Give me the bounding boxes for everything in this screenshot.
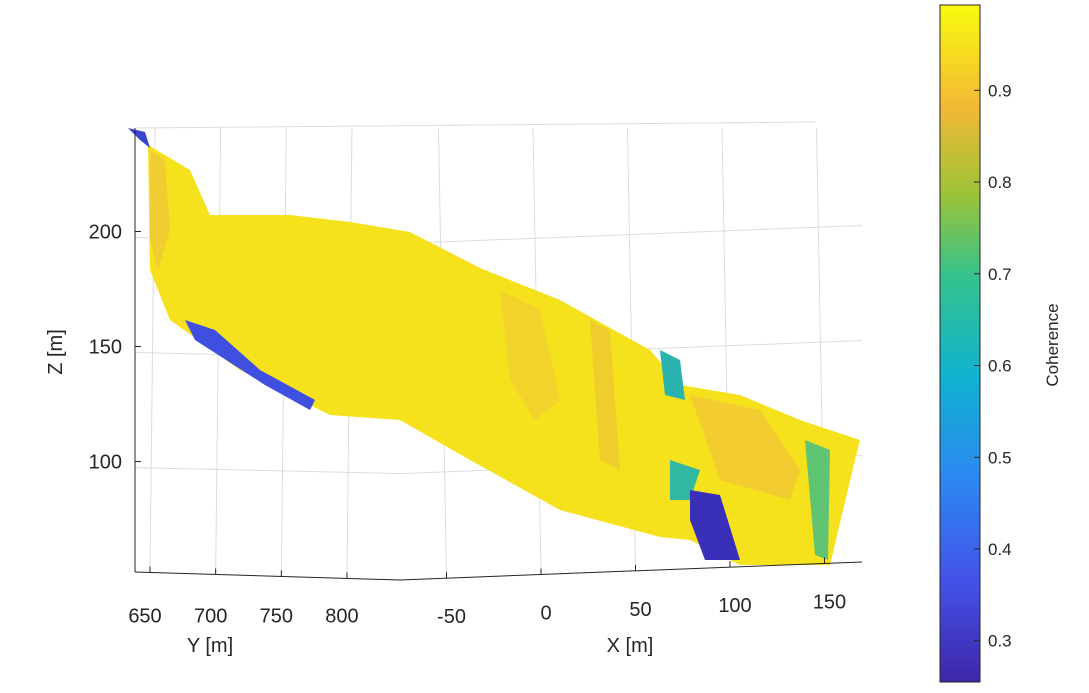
z-axis-label: Z [m]	[45, 329, 67, 375]
chart: Z [m] Y [m] X [m] Coherence 100 150 200 650…	[0, 0, 1089, 688]
x-tick-label: 150	[813, 591, 846, 613]
z-tick-label: 200	[89, 222, 122, 244]
grid-line	[400, 226, 862, 244]
colorbar-tick-label: 0.6	[988, 357, 1012, 376]
y-tick-label: 650	[128, 605, 161, 627]
colorbar-tick-label: 0.3	[988, 632, 1012, 651]
x-tick-label: 50	[629, 599, 651, 621]
colorbar-tick-label: 0.5	[988, 448, 1012, 467]
colorbar	[940, 5, 980, 682]
colorbar-tick-label: 0.9	[988, 81, 1012, 100]
colorbar-tick-label: 0.4	[988, 540, 1012, 559]
y-axis-label: Y [m]	[187, 635, 233, 657]
x-axis	[400, 562, 862, 580]
y-tick-label: 800	[325, 605, 358, 627]
x-axis-label: X [m]	[607, 635, 654, 657]
y-tick-label: 700	[194, 605, 227, 627]
point-cloud	[128, 128, 860, 565]
x-tick-label: -50	[437, 606, 466, 628]
grid-line	[135, 122, 815, 128]
colorbar-tick-label: 0.8	[988, 173, 1012, 192]
z-tick-label: 150	[89, 337, 122, 359]
colorbar-tick-label: 0.7	[988, 265, 1012, 284]
y-axis	[135, 572, 400, 580]
x-tick-label: 0	[540, 603, 551, 625]
grid-line	[135, 468, 400, 474]
colorbar-label: Coherence	[1043, 303, 1062, 386]
x-tick-label: 100	[718, 595, 751, 617]
y-tick-label: 750	[260, 605, 293, 627]
z-tick-label: 100	[89, 452, 122, 474]
